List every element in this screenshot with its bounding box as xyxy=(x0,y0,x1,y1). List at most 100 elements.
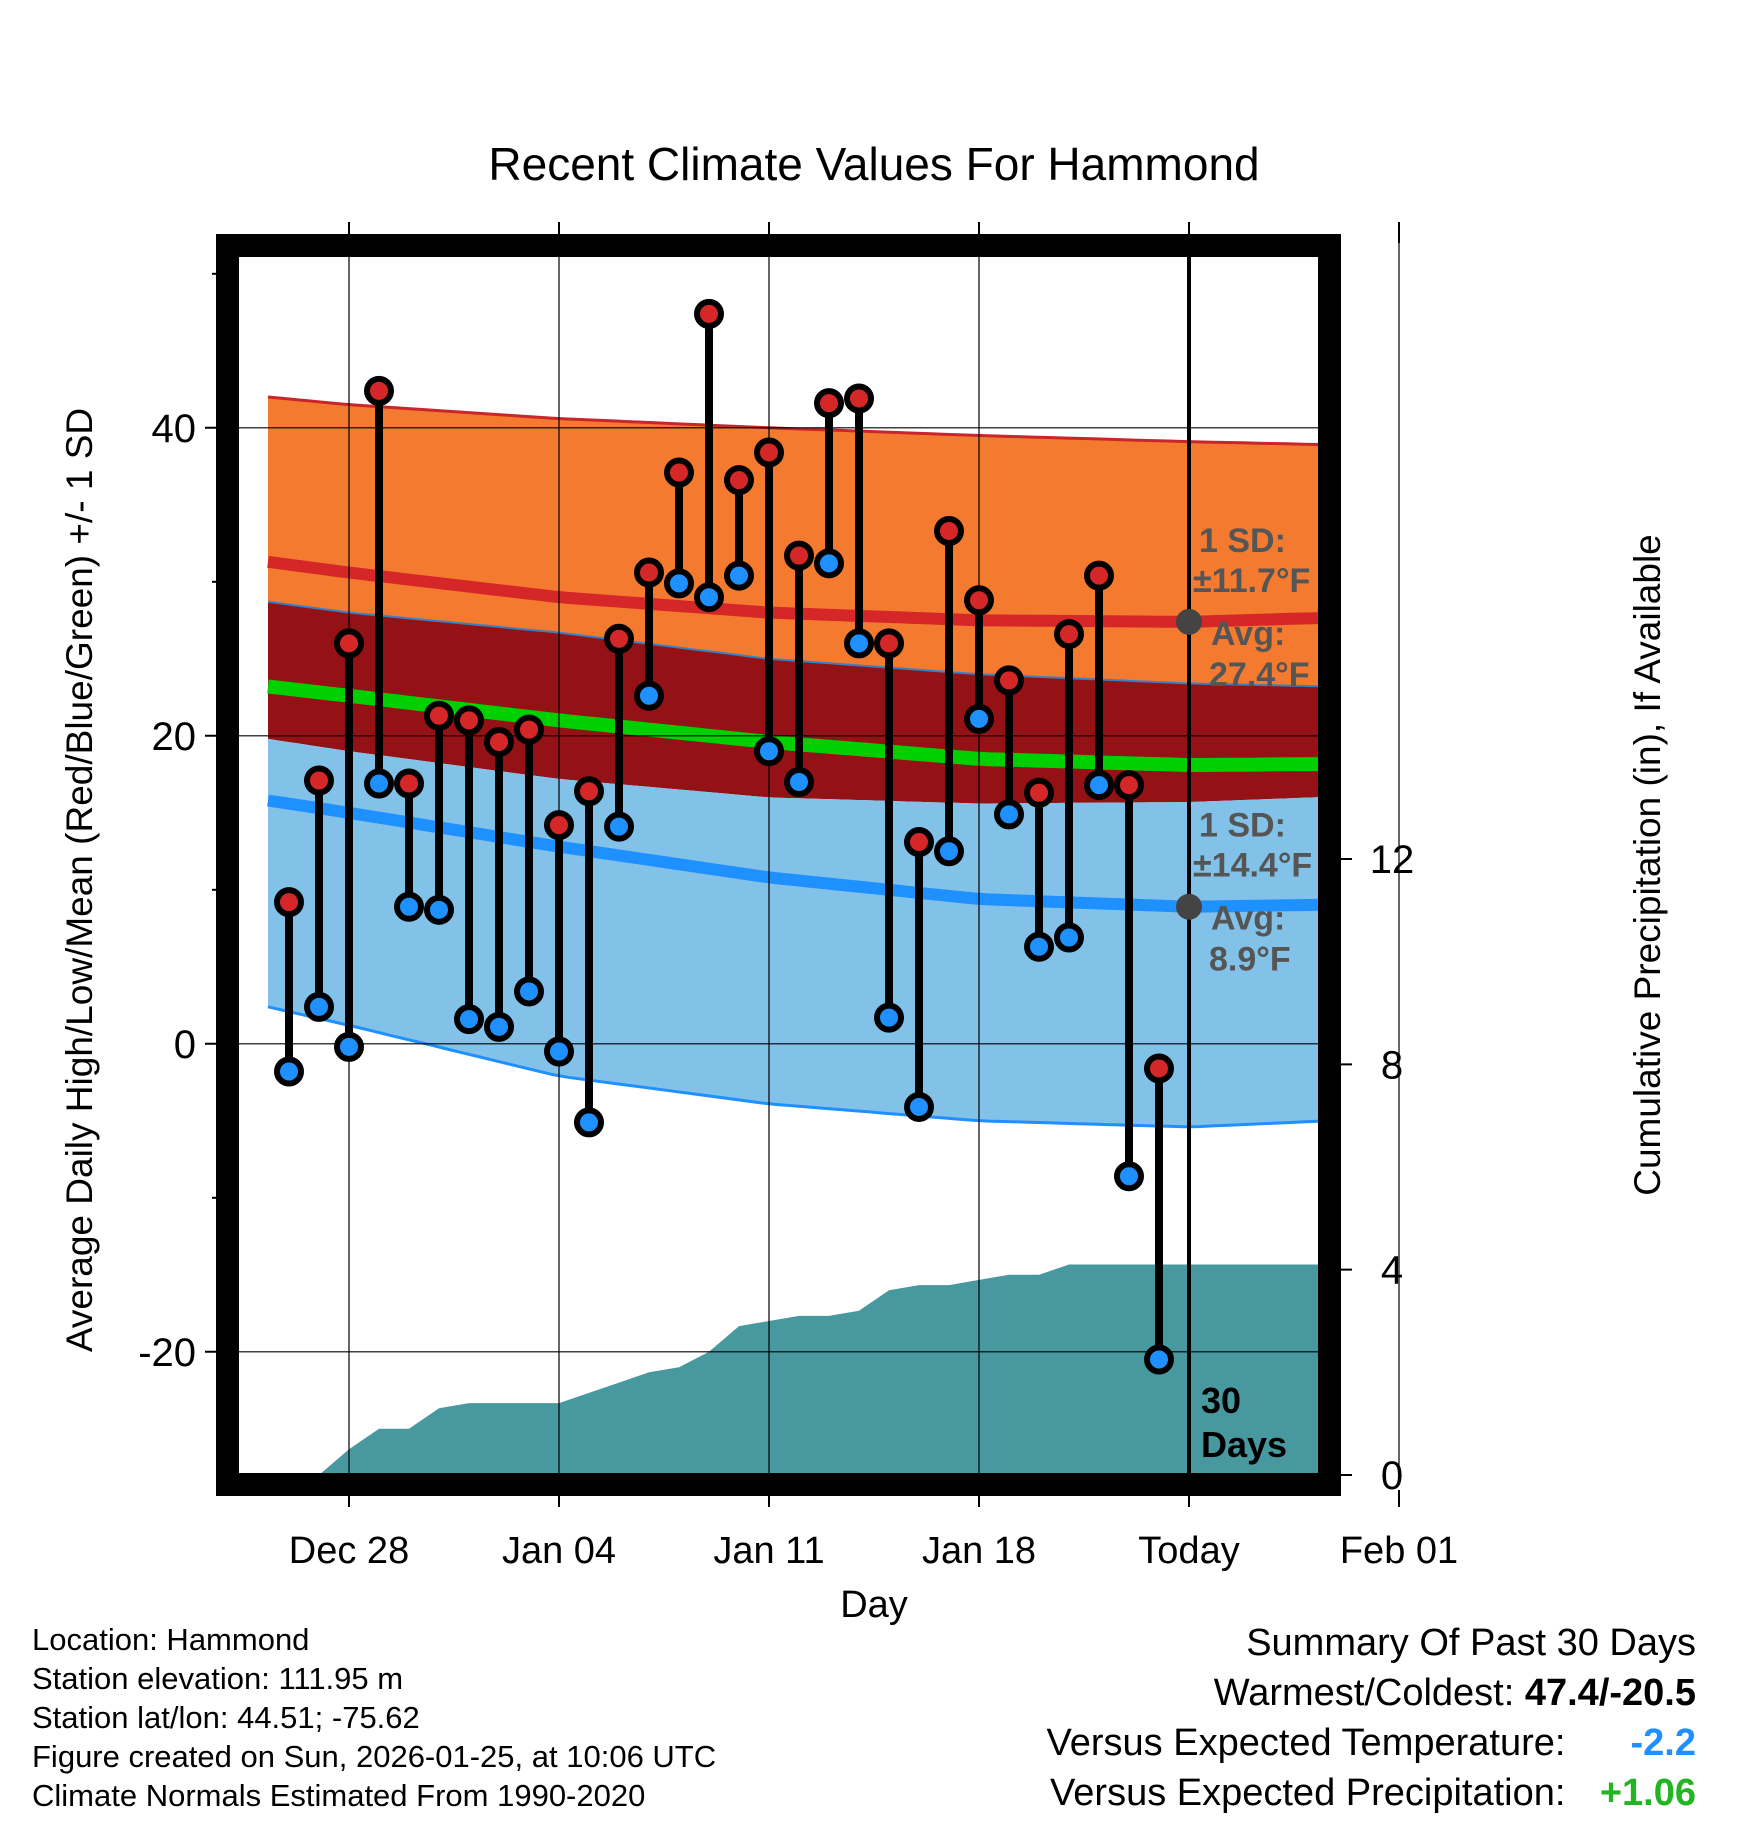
high-temp-point xyxy=(664,457,694,488)
chart-title: Recent Climate Values For Hammond xyxy=(488,138,1259,190)
station-info: Location: Hammond Station elevation: 111… xyxy=(32,1620,716,1815)
low-temp-point xyxy=(454,1004,484,1035)
low-temp-point xyxy=(784,767,814,797)
low-temp-point xyxy=(364,768,394,799)
low-temp-point xyxy=(1084,770,1114,801)
low-avg-label: Avg: xyxy=(1211,900,1285,938)
low-temp-point xyxy=(664,568,694,599)
low-temp-point xyxy=(334,1031,364,1062)
low-temp-point xyxy=(904,1091,934,1122)
low-temp-point xyxy=(1054,922,1084,953)
high-temp-point xyxy=(304,765,334,796)
x-tick-label-2: Jan 11 xyxy=(713,1530,824,1572)
high-temp-point xyxy=(1024,777,1054,808)
low-temp-point xyxy=(1144,1344,1174,1375)
low-temp-point xyxy=(694,582,724,613)
low-avg-marker xyxy=(1176,893,1202,920)
y-tick-label-right-1: 4 xyxy=(1381,1249,1403,1293)
low-temp-point xyxy=(574,1107,604,1138)
low-temp-point xyxy=(424,894,454,925)
y-tick-label-right-2: 8 xyxy=(1381,1043,1403,1087)
high-temp-point xyxy=(964,585,994,616)
high-temp-point xyxy=(904,827,934,858)
low-temp-point xyxy=(724,560,754,591)
high-temp-point xyxy=(454,705,484,736)
low-temp-point xyxy=(394,891,424,922)
high-temp-point xyxy=(934,515,964,546)
high-temp-point xyxy=(1054,619,1084,650)
high-temp-point xyxy=(424,700,454,731)
low-temp-point xyxy=(1024,931,1054,962)
low-temp-point xyxy=(964,703,994,734)
high-temp-point xyxy=(634,557,664,588)
high-temp-point xyxy=(1114,770,1144,801)
x-axis-label: Day xyxy=(840,1584,908,1626)
station-latlon: Station lat/lon: 44.51; -75.62 xyxy=(32,1700,420,1735)
high-avg-marker xyxy=(1176,608,1202,635)
temp-anomaly-label: Versus Expected Temperature: xyxy=(1046,1722,1566,1764)
high-temp-point xyxy=(334,628,364,659)
low-temp-point xyxy=(754,736,784,767)
high-temp-point xyxy=(994,665,1024,696)
high-temp-point xyxy=(844,383,874,414)
y-tick-label-right-0: 0 xyxy=(1381,1454,1403,1498)
low-temp-point xyxy=(544,1036,574,1067)
low-temp-point xyxy=(934,836,964,867)
x-tick-label-3: Jan 18 xyxy=(922,1530,1036,1572)
y-tick-label-left-0: -20 xyxy=(138,1331,196,1375)
right-axis-label: Cumulative Precipitation (in), If Availa… xyxy=(1627,534,1668,1196)
high-temp-point xyxy=(574,776,604,807)
low-temp-point xyxy=(844,628,874,659)
precipitation-area xyxy=(94,1264,1320,1475)
high-temp-point xyxy=(484,726,514,757)
left-axis-label: Average Daily High/Low/Mean (Red/Blue/Gr… xyxy=(59,408,100,1352)
high-temp-point xyxy=(1144,1053,1174,1084)
high-temp-point xyxy=(814,388,844,419)
low-temp-point xyxy=(484,1011,514,1042)
y-tick-label-left-1: 0 xyxy=(174,1023,196,1067)
high-temp-point xyxy=(544,810,574,841)
low-temp-point xyxy=(304,991,334,1022)
low-temp-point xyxy=(874,1002,904,1033)
high-temp-point xyxy=(394,768,424,799)
high-normal-band xyxy=(268,397,1318,687)
high-temp-point xyxy=(274,887,304,918)
high-sd-label: 1 SD: xyxy=(1199,522,1286,560)
x-tick-label-0: Dec 28 xyxy=(289,1530,409,1572)
summary-panel: Summary Of Past 30 Days Warmest/Coldest:… xyxy=(1047,1618,1696,1818)
low-temp-point xyxy=(814,548,844,579)
low-temp-point xyxy=(514,976,544,1007)
high-normal-line xyxy=(267,555,1319,628)
figure-created: Figure created on Sun, 2026-01-25, at 10… xyxy=(32,1739,717,1774)
y-tick-label-left-2: 20 xyxy=(152,715,197,759)
precip-anomaly-value: +1.06 xyxy=(1599,1772,1696,1814)
high-avg-value: 27.4°F xyxy=(1209,656,1310,694)
x-tick-label-5: Feb 01 xyxy=(1340,1530,1458,1572)
low-sd-value: ±14.4°F xyxy=(1193,847,1312,885)
y-tick-label-right-3: 12 xyxy=(1370,838,1415,882)
low-lower-sd-line xyxy=(267,1005,1319,1129)
temp-anomaly-value: -2.2 xyxy=(1630,1722,1696,1764)
low-avg-value: 8.9°F xyxy=(1209,941,1291,979)
high-temp-point xyxy=(364,375,394,406)
high-temp-point xyxy=(874,628,904,659)
warm-cold-value: 47.4/-20.5 xyxy=(1524,1672,1696,1714)
summary-title: Summary Of Past 30 Days xyxy=(1246,1622,1696,1664)
high-lower-sd-line xyxy=(267,600,1319,688)
high-temp-point xyxy=(724,465,754,496)
high-temp-point xyxy=(1084,560,1114,591)
high-temp-point xyxy=(514,714,544,745)
window-days-label-0: 30 xyxy=(1201,1380,1241,1421)
warm-cold-label: Warmest/Coldest: xyxy=(1213,1672,1515,1714)
normals-period: Climate Normals Estimated From 1990-2020 xyxy=(32,1778,646,1813)
x-tick-label-1: Jan 04 xyxy=(502,1530,616,1572)
high-upper-sd-line xyxy=(267,395,1319,446)
high-temp-point xyxy=(694,298,724,329)
high-temp-point xyxy=(754,437,784,468)
station-location: Location: Hammond xyxy=(32,1622,310,1657)
high-sd-value: ±11.7°F xyxy=(1193,562,1310,600)
low-temp-point xyxy=(604,811,634,842)
station-elevation: Station elevation: 111.95 m xyxy=(32,1661,404,1696)
high-temp-point xyxy=(784,540,814,571)
